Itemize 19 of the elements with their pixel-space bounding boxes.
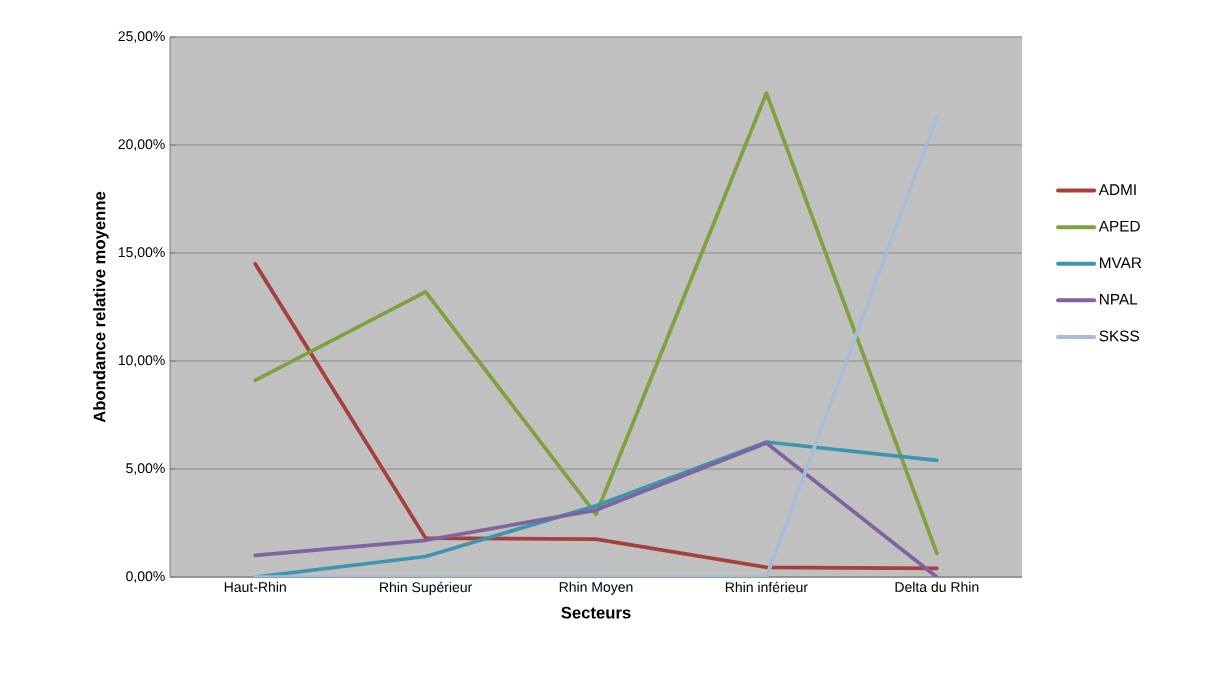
legend-label: SKSS	[1099, 330, 1139, 342]
x-tick-label: Rhin inférieur	[725, 581, 808, 593]
legend-label: NPAL	[1100, 294, 1138, 305]
y-tick-label: 5,00%	[126, 463, 165, 475]
y-tick-label: 0,00%	[126, 571, 165, 583]
x-tick-label: Rhin Moyen	[559, 581, 633, 595]
x-tick-label: Haut-Rhin	[224, 581, 286, 592]
x-axis-title: Secteurs	[561, 606, 631, 619]
y-tick-label: 15,00%	[118, 247, 165, 259]
legend-label: APED	[1098, 220, 1140, 232]
x-tick-label: Delta du Rhin	[895, 581, 979, 592]
y-tick-label: 20,00%	[118, 139, 165, 151]
legend-label: MVAR	[1100, 257, 1142, 268]
y-axis-title: Abondance relative moyenne	[93, 191, 109, 423]
y-tick-label: 25,00%	[118, 31, 165, 43]
y-tick-label: 10,00%	[118, 355, 165, 367]
legend-label: ADMI	[1098, 184, 1136, 195]
x-tick-label: Rhin Supérieur	[380, 581, 473, 595]
line-series	[253, 261, 939, 571]
